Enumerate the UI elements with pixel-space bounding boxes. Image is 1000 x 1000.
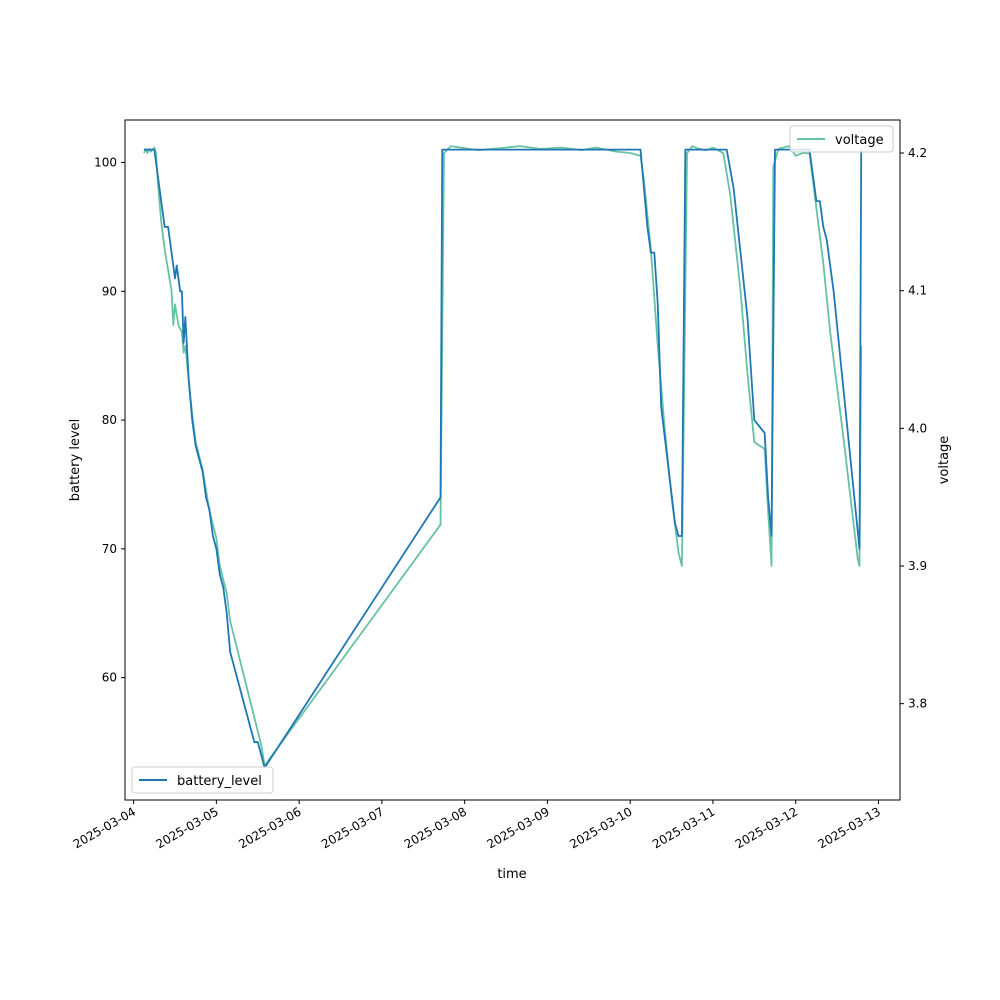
legend-battery: battery_level bbox=[131, 766, 274, 794]
legend-battery-box bbox=[131, 766, 274, 794]
x-tick-label: 2025-03-06 bbox=[236, 804, 303, 851]
y-axis-left-label: battery level bbox=[68, 419, 83, 502]
y-axis-left: 60 70 80 90 100 bbox=[94, 156, 125, 685]
x-tick-label: 2025-03-13 bbox=[816, 804, 883, 851]
x-tick-label: 2025-03-11 bbox=[650, 804, 717, 851]
x-tick-label: 2025-03-09 bbox=[485, 804, 552, 851]
y-right-tick-label: 3.9 bbox=[908, 559, 927, 573]
x-tick-label: 2025-03-08 bbox=[402, 804, 469, 851]
y-axis-right-label: voltage bbox=[937, 436, 952, 485]
x-tick-label: 2025-03-12 bbox=[733, 804, 800, 851]
y-left-tick-label: 70 bbox=[102, 542, 117, 556]
y-right-tick-label: 4.2 bbox=[908, 146, 927, 160]
y-left-tick-label: 90 bbox=[102, 284, 117, 298]
y-right-tick-label: 4.0 bbox=[908, 421, 927, 435]
y-right-tick-label: 4.1 bbox=[908, 284, 927, 298]
x-axis: 2025-03-04 2025-03-05 2025-03-06 2025-03-07… bbox=[71, 800, 883, 851]
x-tick-label: 2025-03-05 bbox=[153, 804, 220, 851]
x-tick-label: 2025-03-10 bbox=[567, 804, 634, 851]
x-axis-label: time bbox=[497, 867, 526, 882]
plot-area bbox=[125, 120, 900, 800]
legend-voltage-box bbox=[789, 125, 894, 153]
legend-voltage-label: voltage bbox=[835, 133, 884, 148]
series-line-battery-level bbox=[143, 148, 863, 769]
plot-frame bbox=[124, 119, 901, 801]
y-left-tick-label: 100 bbox=[94, 156, 117, 170]
y-right-tick-label: 3.8 bbox=[908, 697, 927, 711]
legend-battery-label: battery_level bbox=[177, 774, 262, 789]
y-axis-right: 3.8 3.9 4.0 4.1 4.2 bbox=[900, 146, 927, 711]
x-tick-label: 2025-03-04 bbox=[71, 804, 138, 851]
legend-voltage: voltage bbox=[789, 125, 894, 153]
series-layer bbox=[143, 145, 863, 769]
x-tick-label: 2025-03-07 bbox=[319, 804, 386, 851]
y-left-tick-label: 80 bbox=[102, 413, 117, 427]
y-left-tick-label: 60 bbox=[102, 671, 117, 685]
